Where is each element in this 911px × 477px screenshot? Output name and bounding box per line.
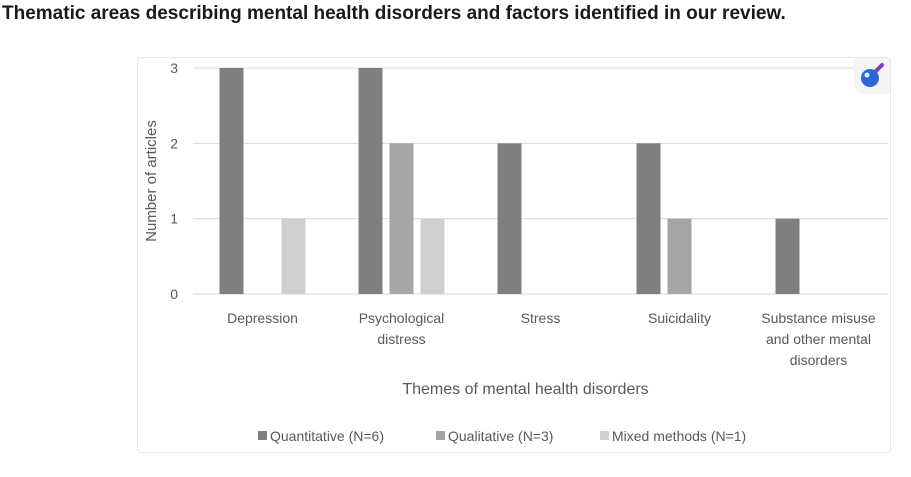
- y-tick-label: 0: [170, 286, 178, 302]
- bar: [420, 218, 445, 294]
- chart-figure: 0 1 2 3 Number of articles Depression Psycholo…: [137, 57, 891, 453]
- bar: [775, 218, 800, 294]
- x-axis-label: Themes of mental health disorders: [402, 381, 648, 398]
- bar: [389, 143, 414, 294]
- y-tick-label: 2: [170, 135, 178, 151]
- x-tick-label: distress: [377, 331, 425, 347]
- zoom-button[interactable]: [854, 58, 890, 94]
- x-tick-label: Psychological: [359, 310, 445, 326]
- y-tick-label: 3: [170, 60, 178, 76]
- legend-label: Mixed methods (N=1): [612, 428, 746, 444]
- y-axis-label: Number of articles: [143, 120, 160, 242]
- legend-label: Qualitative (N=3): [448, 428, 553, 444]
- legend-swatch: [258, 431, 267, 440]
- x-tick-label: disorders: [790, 352, 848, 368]
- x-tick-label: and other mental: [766, 331, 871, 347]
- bar: [358, 68, 383, 294]
- x-tick-label: Depression: [227, 310, 298, 326]
- x-tick-label: Suicidality: [648, 310, 711, 326]
- page-title: Thematic areas describing mental health …: [2, 3, 786, 24]
- bar: [497, 143, 522, 294]
- magnifier-icon: [861, 63, 884, 87]
- bar-chart: 0 1 2 3 Number of articles Depression Psycholo…: [143, 60, 888, 444]
- bar: [667, 218, 692, 294]
- bar: [636, 143, 661, 294]
- y-tick-label: 1: [170, 211, 178, 227]
- x-tick-label: Stress: [521, 310, 561, 326]
- bar: [281, 218, 306, 294]
- legend-swatch: [600, 431, 609, 440]
- legend-label: Quantitative (N=6): [270, 428, 384, 444]
- x-tick-label: Substance misuse: [761, 310, 876, 326]
- bar: [219, 68, 244, 294]
- legend-swatch: [436, 431, 445, 440]
